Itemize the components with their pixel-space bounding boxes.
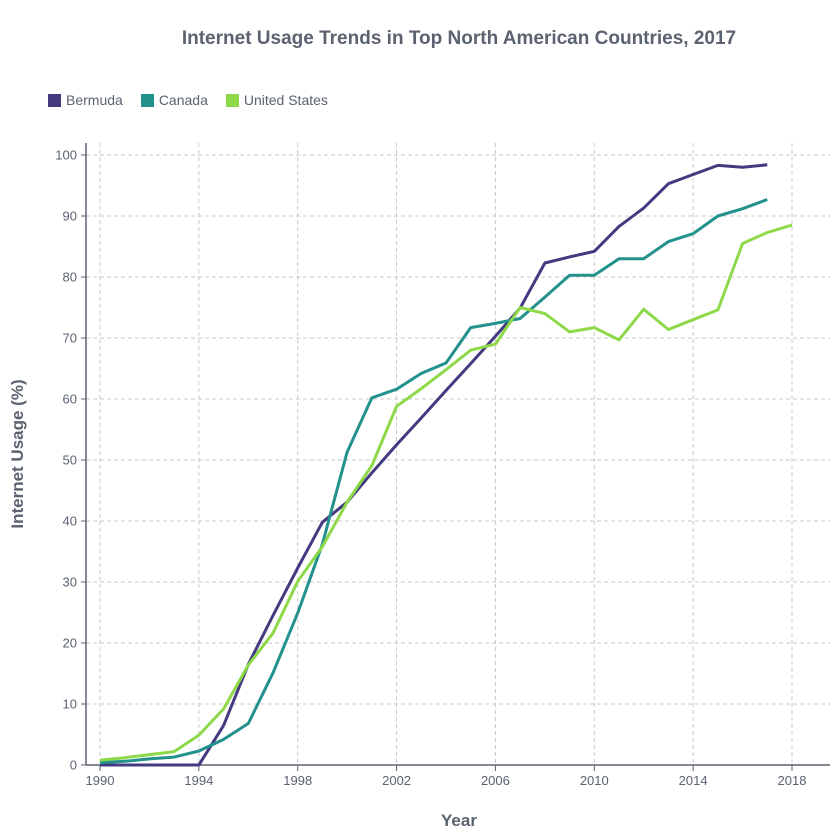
legend-label-bermuda: Bermuda [66, 92, 123, 108]
x-axis-title: Year [441, 811, 477, 830]
y-tick-label: 50 [63, 453, 77, 468]
x-tick-label: 1998 [283, 773, 312, 788]
x-tick-label: 1994 [184, 773, 213, 788]
y-tick-label: 100 [55, 148, 77, 163]
x-tick-label: 2018 [778, 773, 807, 788]
chart-title: Internet Usage Trends in Top North Ameri… [181, 28, 737, 49]
x-tick-label: 2006 [481, 773, 510, 788]
series-layer [99, 163, 793, 767]
legend-item-bermuda[interactable]: Bermuda [48, 92, 123, 108]
y-tick-label: 80 [63, 270, 77, 285]
y-axis-title: Internet Usage (%) [8, 379, 27, 528]
y-tick-label: 70 [63, 331, 77, 346]
y-tick-label: 40 [63, 514, 77, 529]
legend-label-canada: Canada [158, 92, 208, 108]
y-tick-label: 10 [63, 697, 77, 712]
series-line-united-states [99, 223, 793, 762]
y-tick-label: 90 [63, 209, 77, 224]
y-tick-label: 60 [63, 392, 77, 407]
legend-swatch-canada [140, 93, 154, 107]
axes [81, 143, 830, 771]
y-tick-label: 20 [63, 636, 77, 651]
legend-item-united-states[interactable]: United States [225, 92, 328, 108]
series-line-bermuda [100, 163, 768, 767]
legend: Bermuda Canada United States [48, 92, 328, 108]
y-tick-label: 30 [63, 575, 77, 590]
legend-swatch-bermuda [48, 93, 61, 107]
legend-label-united-states: United States [243, 92, 328, 108]
legend-swatch-united-states [225, 93, 239, 107]
y-tick-label: 0 [70, 758, 77, 773]
x-tick-label: 2002 [382, 773, 411, 788]
grid [86, 143, 830, 765]
tick-labels: 0 10 20 30 40 50 60 70 80 90 100 1990 1994 1998 2002 20… [55, 148, 806, 789]
x-tick-label: 2014 [679, 773, 708, 788]
series-line-canada [99, 198, 768, 765]
legend-item-canada[interactable]: Canada [140, 92, 208, 108]
x-tick-label: 1990 [86, 773, 115, 788]
x-tick-label: 2010 [580, 773, 609, 788]
